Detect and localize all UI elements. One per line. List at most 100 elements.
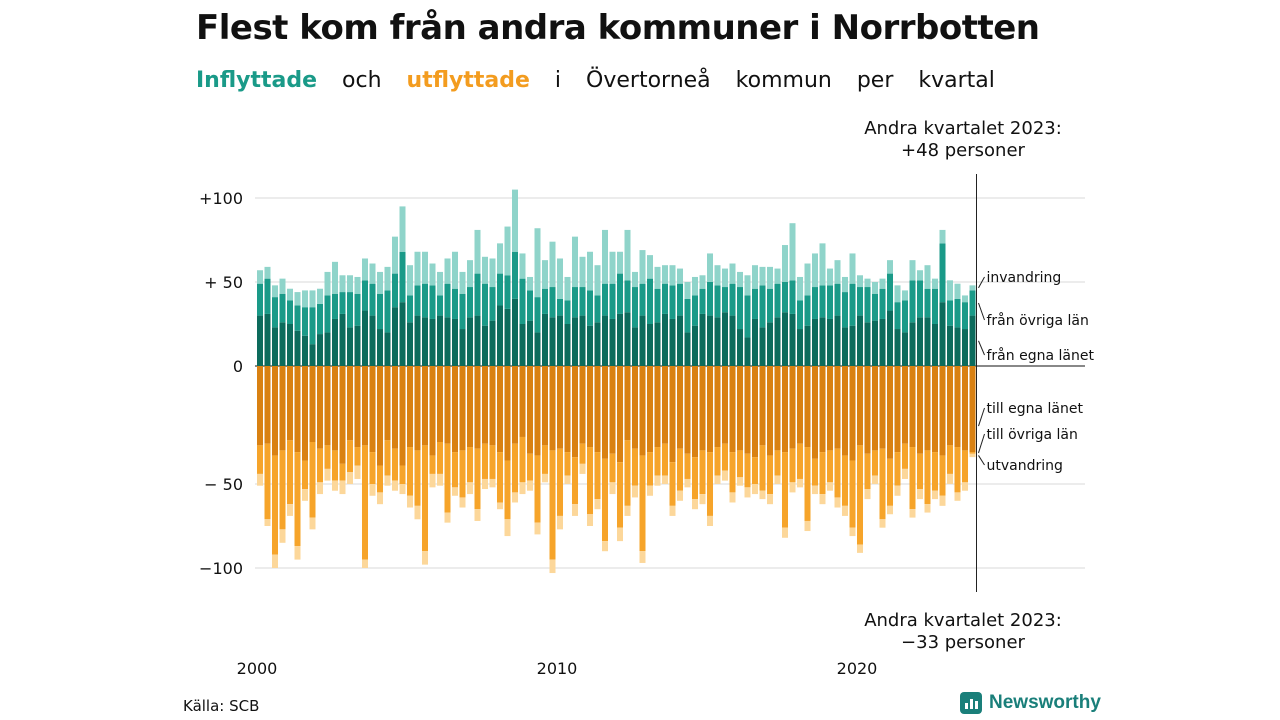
bar-segment-in xyxy=(459,329,466,366)
bar-segment-out xyxy=(902,468,908,479)
bar-segment-out xyxy=(519,436,526,483)
bar-segment-out xyxy=(444,512,451,523)
subtitle-word: per xyxy=(856,68,894,93)
bar-segment-in xyxy=(887,260,893,274)
bar-segment-in xyxy=(497,273,503,306)
bar-segment-in xyxy=(962,329,968,366)
bar-segment-out xyxy=(579,463,586,474)
bar-segment-in xyxy=(722,268,728,288)
bar-segment-in xyxy=(797,329,803,366)
bar-segment-out xyxy=(422,366,428,446)
bar-segment-in xyxy=(729,315,736,366)
bar-segment-in xyxy=(399,251,406,303)
bar-segment-out xyxy=(834,448,841,498)
y-tick-label: − 50 xyxy=(204,475,243,494)
bar-segment-in xyxy=(482,283,488,326)
bar-segment-in xyxy=(257,283,263,316)
bar-segment-out xyxy=(497,366,503,453)
bar-segment-in xyxy=(414,251,421,286)
bar-segment-in xyxy=(789,280,796,314)
bar-segment-in xyxy=(849,253,856,284)
bar-segment-out xyxy=(737,450,743,478)
bar-segment-out xyxy=(752,366,758,458)
bar-segment-out xyxy=(917,489,923,500)
bar-segment-in xyxy=(602,229,608,284)
subtitle-word: Övertorneå xyxy=(586,68,711,93)
bar-segment-out xyxy=(834,366,841,449)
bar-segment-out xyxy=(894,366,901,453)
bar-segment-in xyxy=(939,229,946,244)
bar-segment-out xyxy=(272,366,278,456)
bar-segment-out xyxy=(579,366,586,444)
bar-segment-in xyxy=(797,300,803,330)
newsworthy-logo[interactable]: Newsworthy xyxy=(960,692,1101,714)
bar-segment-out xyxy=(902,366,908,444)
bar-segment-in xyxy=(617,251,623,274)
bar-segment-in xyxy=(827,268,833,286)
bar-segment-in xyxy=(549,287,556,318)
bar-segment-out xyxy=(512,443,518,493)
bar-segment-out xyxy=(594,366,601,453)
bar-segment-out xyxy=(969,366,976,453)
bar-segment-in xyxy=(767,266,773,289)
bar-segment-in xyxy=(482,325,488,366)
bar-segment-in xyxy=(429,285,436,319)
bar-segment-out xyxy=(459,450,466,498)
bar-segment-out xyxy=(624,440,631,506)
bar-segment-out xyxy=(264,366,271,444)
bar-segment-out xyxy=(947,473,953,484)
bar-segment-in xyxy=(624,312,631,366)
bar-segment-in xyxy=(947,300,953,326)
bar-segment-out xyxy=(654,475,661,486)
bar-segment-out xyxy=(587,366,593,448)
bar-segment-out xyxy=(594,499,601,510)
bar-segment-in xyxy=(722,287,728,313)
bar-segment-in xyxy=(497,305,503,366)
bar-segment-in xyxy=(474,315,481,366)
bar-segment-in xyxy=(707,253,713,282)
bar-segment-in xyxy=(534,297,541,333)
bar-segment-in xyxy=(714,285,721,318)
bar-segment-out xyxy=(789,366,796,449)
bar-segment-out xyxy=(527,453,533,481)
bar-segment-out xyxy=(639,551,646,563)
bar-segment-in xyxy=(879,318,886,366)
bar-segment-out xyxy=(647,452,653,486)
bar-segment-in xyxy=(924,288,931,318)
bar-segment-out xyxy=(782,527,788,538)
bar-segment-out xyxy=(294,452,301,547)
bar-segment-out xyxy=(534,522,541,535)
bar-segment-out xyxy=(812,485,818,495)
bar-segment-out xyxy=(827,482,833,491)
bar-segment-out xyxy=(722,470,728,481)
bar-segment-in xyxy=(939,243,946,303)
bar-segment-in xyxy=(864,287,871,323)
label-leader xyxy=(978,302,985,321)
bar-segment-out xyxy=(369,366,376,453)
bar-segment-out xyxy=(377,492,383,505)
bar-segment-out xyxy=(864,489,871,500)
bar-segment-out xyxy=(534,455,541,523)
y-tick-label: + 50 xyxy=(204,273,243,292)
bar-segment-in xyxy=(962,295,968,303)
bar-segment-in xyxy=(467,317,473,366)
bar-segment-in xyxy=(647,255,653,279)
bar-segment-in xyxy=(362,280,368,311)
bar-segment-out xyxy=(542,473,548,483)
bar-segment-out xyxy=(347,440,353,473)
bar-segment-in xyxy=(414,315,421,366)
bar-segment-in xyxy=(512,298,518,366)
bar-segment-in xyxy=(662,313,668,366)
bar-segment-in xyxy=(632,287,638,328)
bar-segment-in xyxy=(752,318,758,366)
bar-segment-in xyxy=(437,271,443,296)
bar-segment-in xyxy=(654,288,661,323)
bar-segment-out xyxy=(482,443,488,479)
bar-segment-in xyxy=(272,327,278,366)
bar-segment-in xyxy=(354,276,361,294)
bar-segment-out xyxy=(399,484,406,495)
bar-segment-out xyxy=(939,366,946,456)
bar-segment-in xyxy=(272,297,278,328)
bar-segment-out xyxy=(519,366,526,437)
bar-segment-out xyxy=(407,495,413,508)
